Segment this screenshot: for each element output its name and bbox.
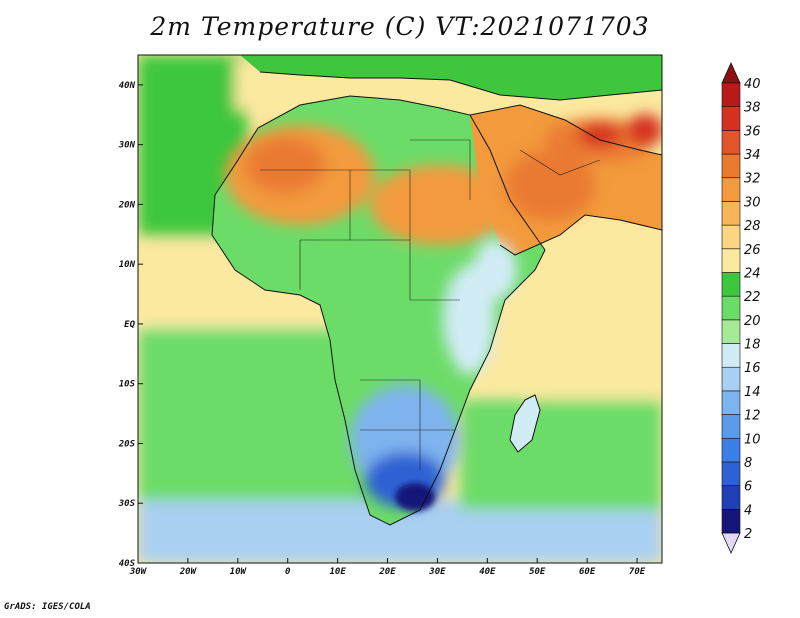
colorbar-segment	[721, 414, 741, 439]
chart-title: 2m Temperature (C) VT:2021071703	[150, 12, 650, 41]
colorbar-segment	[721, 248, 741, 273]
lon-tick-label: 60E	[579, 567, 596, 577]
region-gulf-hotspot	[627, 114, 662, 146]
lon-tick-label: 10E	[329, 567, 346, 577]
region-congo	[335, 255, 455, 365]
colorbar-label: 36	[744, 124, 761, 139]
lat-tick-label: 40S	[119, 559, 136, 569]
coastlines	[211, 71, 662, 526]
colorbar-label: 32	[744, 172, 761, 187]
colorbar-segment	[721, 366, 741, 392]
region-atlantic-south	[138, 430, 378, 510]
lon-tick-label: 20E	[378, 567, 396, 577]
temperature-field	[138, 55, 662, 563]
region-east-african-highlands	[473, 240, 517, 300]
lon-tick-label: 40E	[479, 567, 496, 577]
region-sahara	[370, 165, 510, 245]
colorbar-label: 8	[744, 456, 752, 471]
colorbar-segment	[721, 82, 741, 107]
colorbar-segment	[721, 437, 741, 463]
colorbar-segment	[721, 343, 741, 368]
lat-tick-label: 10N	[119, 260, 136, 270]
lat-tick-label: 30S	[118, 499, 136, 509]
lon-tick-label: 20W	[179, 567, 198, 577]
colorbar-arrow-top	[721, 62, 741, 84]
colorbar-label: 20	[744, 314, 761, 329]
lon-tick-label: 0	[285, 567, 291, 577]
lat-tick-label: 30N	[118, 141, 136, 151]
lat-tick-label: EQ	[124, 320, 135, 330]
region-lesotho	[395, 483, 435, 511]
colorbar-label: 38	[744, 101, 761, 116]
region-indian-ocean-south	[460, 400, 662, 510]
colorbar-label: 2	[744, 527, 752, 542]
lat-tick-label: 10S	[119, 380, 136, 390]
lon-tick-label: 70E	[629, 567, 646, 577]
colorbar-label: 34	[744, 148, 761, 163]
colorbar-segment	[721, 153, 741, 179]
credit-text: GrADS: IGES/COLA	[4, 602, 91, 612]
colorbar-segment	[721, 130, 741, 155]
colorbar-segment	[721, 201, 741, 226]
region-indian-ocean	[530, 240, 662, 410]
colorbar-label: 30	[744, 195, 761, 210]
colorbar-segment	[721, 485, 741, 510]
colorbar-segment	[721, 509, 741, 534]
lon-tick-label: 30W	[129, 567, 148, 577]
lon-tick-label: 30E	[428, 567, 446, 577]
colorbar-segment	[721, 461, 741, 486]
region-gulf-hotspot	[578, 123, 622, 147]
lat-tick-label: 20N	[118, 200, 136, 210]
colorbar-label: 40	[744, 77, 761, 92]
colorbar-label: 22	[744, 290, 761, 305]
colorbar-label: 28	[744, 219, 761, 234]
lon-tick-label: 50E	[529, 567, 546, 577]
map-frame	[137, 54, 663, 564]
colorbar-label: 18	[744, 338, 761, 353]
country-borders	[260, 139, 601, 470]
colorbar-label: 6	[744, 480, 752, 495]
colorbar-segment	[721, 177, 741, 202]
region-arabia	[505, 150, 595, 220]
colorbar-segment	[721, 390, 741, 415]
colorbar-segment	[721, 272, 741, 297]
colorbar-label: 16	[744, 361, 761, 376]
colorbar-label: 14	[744, 385, 761, 400]
region-gulf-hotspot	[245, 137, 325, 193]
colorbar-arrow-bottom	[721, 532, 741, 554]
colorbar-segment	[721, 295, 741, 321]
colorbar-label: 12	[744, 409, 761, 424]
colorbar-label: 4	[744, 503, 752, 518]
lon-tick-label: 10W	[230, 567, 248, 577]
colorbar-label: 24	[744, 266, 761, 281]
europe-landmass	[240, 55, 662, 100]
colorbar-label: 26	[744, 243, 761, 258]
lat-tick-label: 40N	[119, 81, 136, 91]
colorbar-segment	[721, 106, 741, 131]
lat-tick-label: 20S	[118, 439, 136, 449]
colorbar-label: 10	[744, 432, 761, 447]
colorbar-segment	[721, 319, 741, 344]
colorbar-segment	[721, 224, 741, 250]
axis-ticks: 30W 20W 10W 0 10E 20E 30E 40E 50E 60E 70E 40N 30N 20N…	[118, 81, 646, 577]
